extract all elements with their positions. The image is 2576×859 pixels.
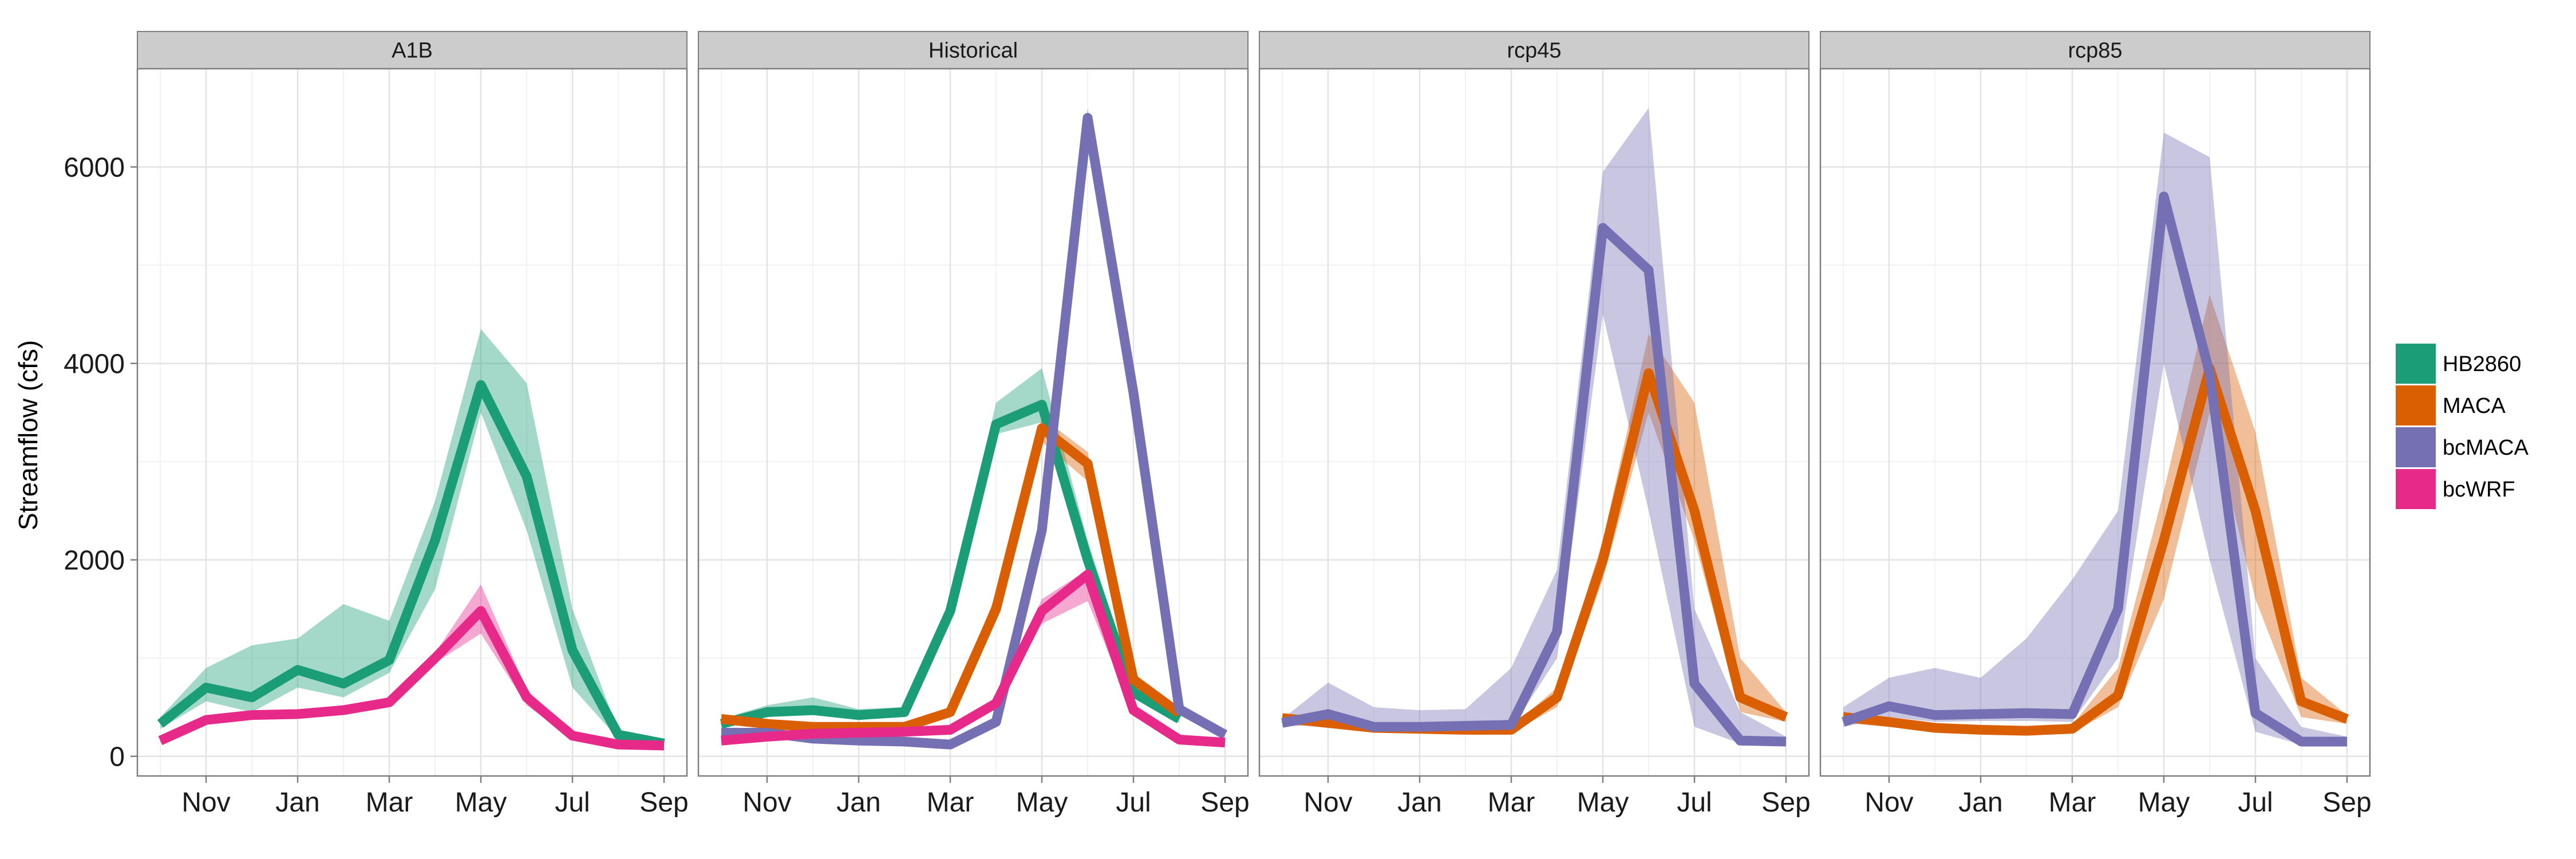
panel-border — [1819, 68, 2371, 777]
legend-label-bcmaca: bcMACA — [2443, 436, 2529, 460]
x-tick-label: Jul — [1116, 787, 1151, 818]
facet-strip — [1259, 31, 1809, 69]
x-tick-label: Mar — [366, 787, 413, 818]
x-tick-label: Jul — [555, 787, 590, 818]
legend: HB2860 MACA bcMACA bcWRF — [2396, 344, 2529, 509]
facet-title: Historical — [929, 39, 1018, 63]
ribbon-bcmaca — [1843, 132, 2347, 745]
facet-title: rcp85 — [2068, 39, 2122, 63]
series-line-bcwrf — [721, 569, 1226, 748]
panel-border — [1258, 68, 1810, 777]
x-tick-label: Nov — [742, 787, 791, 818]
x-tick-label: Jan — [1397, 787, 1441, 818]
x-tick-label: Nov — [1864, 787, 1913, 818]
x-tick-label: Mar — [1488, 787, 1535, 818]
legend-label-maca: MACA — [2443, 394, 2506, 418]
y-axis-title: Streamflow (cfs) — [13, 340, 43, 530]
x-tick-label: Mar — [927, 787, 974, 818]
x-tick-label: Jan — [275, 787, 319, 818]
series-line-hb2860 — [720, 400, 1182, 729]
series-line-bcmaca — [1281, 223, 1787, 747]
y-tick-label: 6000 — [64, 153, 125, 183]
x-tick-label: Nov — [1303, 787, 1352, 818]
facet-panel-historical: Historical Nov Jan Mar May Jul Sep — [697, 31, 1250, 818]
legend-key-bcmaca — [2396, 427, 2436, 467]
series-line-bcwrf — [158, 606, 665, 751]
ribbon-hb2860 — [721, 368, 1179, 728]
x-tick-label: Jan — [836, 787, 880, 818]
legend-label-hb2860: HB2860 — [2443, 352, 2521, 376]
x-tick-label: May — [1016, 787, 1068, 818]
legend-key-bcwrf — [2396, 469, 2436, 509]
panel-border — [136, 68, 688, 777]
y-tick-label: 4000 — [64, 349, 125, 380]
facet-title: rcp45 — [1507, 39, 1561, 63]
facet-strip — [137, 31, 688, 69]
x-tick-label: Sep — [2322, 787, 2371, 818]
legend-label-bcwrf: bcWRF — [2443, 478, 2515, 502]
ribbon-maca — [1282, 334, 1786, 734]
series-line-maca — [1843, 363, 2349, 736]
x-tick-label: Sep — [1200, 787, 1249, 818]
series-line-hb2860 — [157, 380, 665, 748]
series-line-bcmaca — [1842, 191, 2347, 747]
facet-panel-a1b: A1B Nov Jan Mar May Jul Sep 0 2000 4000 6000 — [64, 31, 689, 818]
ribbon-hb2860 — [160, 329, 664, 746]
x-tick-label: Sep — [639, 787, 688, 818]
facet-panel-rcp45: rcp45 Nov Jan Mar May Jul Sep — [1258, 31, 1811, 818]
facet-panel-rcp85: rcp85 Nov Jan Mar May Jul Sep — [1819, 31, 2372, 818]
y-tick-label: 0 — [109, 742, 125, 773]
ribbon-bcmaca — [1282, 108, 1786, 745]
x-tick-label: Mar — [2049, 787, 2096, 818]
facet-strip — [698, 31, 1249, 69]
panel-border — [697, 68, 1249, 777]
x-tick-label: May — [2138, 787, 2190, 818]
facet-title: A1B — [392, 39, 433, 63]
facet-panels: A1B Nov Jan Mar May Jul Sep 0 2000 4000 6000 Histor… — [64, 31, 2372, 818]
x-tick-label: Sep — [1761, 787, 1810, 818]
x-tick-label: Jul — [2238, 787, 2273, 818]
legend-key-maca — [2396, 385, 2436, 425]
x-tick-label: May — [1577, 787, 1629, 818]
legend-key-hb2860 — [2396, 344, 2436, 384]
x-tick-label: Jul — [1677, 787, 1712, 818]
series-line-maca — [721, 423, 1183, 732]
x-tick-label: Nov — [181, 787, 230, 818]
x-tick-label: Jan — [1958, 787, 2002, 818]
y-tick-label: 2000 — [64, 546, 125, 576]
x-tick-label: May — [455, 787, 507, 818]
